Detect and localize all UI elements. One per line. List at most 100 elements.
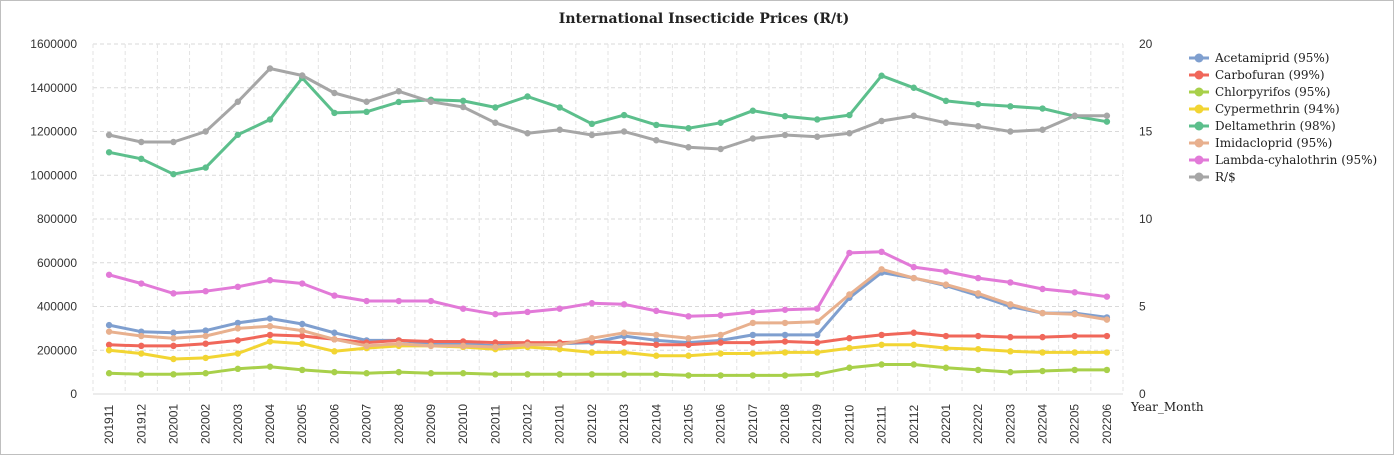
data-point bbox=[749, 135, 757, 142]
data-point bbox=[942, 268, 950, 275]
data-point bbox=[105, 370, 113, 377]
data-point bbox=[1007, 301, 1014, 308]
data-point bbox=[942, 364, 950, 371]
data-point bbox=[202, 370, 209, 377]
data-point bbox=[202, 340, 209, 347]
legend-item: Carbofuran (99%) bbox=[1189, 68, 1325, 82]
data-point bbox=[814, 371, 821, 378]
x-tick-label: 202109 bbox=[810, 404, 824, 444]
data-point bbox=[846, 130, 853, 137]
data-point bbox=[942, 281, 950, 288]
data-point bbox=[363, 342, 370, 350]
data-point bbox=[266, 322, 274, 330]
data-point bbox=[974, 100, 982, 108]
data-point bbox=[620, 329, 628, 336]
data-point bbox=[910, 84, 917, 91]
x-tick-label: 202111 bbox=[875, 405, 889, 444]
data-point bbox=[266, 277, 274, 284]
x-tick-label: 202004 bbox=[263, 404, 277, 444]
series-1 bbox=[105, 329, 1111, 350]
series-6 bbox=[105, 248, 1111, 320]
series-line bbox=[109, 363, 1107, 377]
data-point bbox=[814, 339, 821, 346]
data-point bbox=[717, 145, 724, 153]
y-tick-label: 600000 bbox=[37, 256, 77, 270]
x-tick-label: 202204 bbox=[1036, 404, 1050, 444]
data-point bbox=[910, 112, 917, 119]
data-point bbox=[138, 328, 145, 335]
data-point bbox=[781, 131, 789, 139]
x-tick-label: 202106 bbox=[714, 404, 728, 444]
data-point bbox=[395, 88, 402, 95]
data-point bbox=[588, 120, 596, 128]
series-line bbox=[108, 267, 1108, 349]
data-point bbox=[1071, 112, 1078, 119]
legend-label: Cypermethrin (94%) bbox=[1215, 102, 1340, 116]
y2-tick-label: 15 bbox=[1139, 125, 1153, 139]
data-point bbox=[524, 371, 531, 378]
data-point bbox=[942, 344, 950, 352]
data-point bbox=[749, 331, 757, 339]
data-point bbox=[492, 104, 499, 111]
data-point bbox=[1071, 310, 1078, 318]
data-point bbox=[653, 371, 660, 378]
legend: Acetamiprid (95%) Carbofuran (99%) Chlorpy… bbox=[1189, 51, 1377, 184]
data-point bbox=[234, 131, 242, 138]
legend-marker bbox=[1194, 121, 1204, 131]
y-tick-label: 0 bbox=[70, 387, 77, 401]
data-point bbox=[1103, 118, 1111, 125]
data-point bbox=[942, 97, 950, 105]
y2-tick-label: 0 bbox=[1139, 387, 1146, 401]
data-point bbox=[556, 126, 563, 133]
data-point bbox=[234, 319, 242, 327]
data-point bbox=[1071, 349, 1078, 356]
data-point bbox=[459, 305, 467, 312]
data-point bbox=[556, 341, 563, 348]
data-point bbox=[620, 301, 628, 308]
data-point bbox=[814, 331, 821, 339]
data-point bbox=[685, 372, 692, 379]
data-point bbox=[717, 350, 724, 357]
x-axis-title: Year_Month bbox=[1130, 400, 1204, 414]
data-point bbox=[878, 248, 885, 256]
data-point bbox=[588, 371, 596, 378]
data-point bbox=[717, 119, 724, 126]
data-point bbox=[749, 339, 757, 346]
data-point bbox=[492, 343, 499, 351]
data-point bbox=[524, 341, 531, 348]
data-point bbox=[331, 329, 338, 336]
data-point bbox=[299, 332, 306, 340]
data-point bbox=[878, 331, 885, 339]
data-point bbox=[1071, 289, 1078, 296]
series-line bbox=[108, 74, 1108, 176]
x-tick-label: 202001 bbox=[166, 404, 180, 444]
data-point bbox=[459, 97, 467, 105]
data-point bbox=[299, 280, 306, 287]
data-point bbox=[1007, 279, 1014, 286]
data-point bbox=[685, 313, 692, 320]
data-point bbox=[717, 331, 724, 339]
x-tick-label: 202105 bbox=[681, 404, 695, 444]
chart-title: International Insecticide Prices (R/t) bbox=[559, 11, 849, 27]
data-point bbox=[266, 338, 274, 345]
data-point bbox=[299, 366, 306, 374]
data-point bbox=[653, 137, 660, 144]
data-point bbox=[427, 342, 435, 350]
data-point bbox=[1007, 368, 1014, 376]
series-line bbox=[108, 67, 1107, 151]
data-point bbox=[1039, 285, 1046, 293]
data-point bbox=[1039, 333, 1046, 341]
legend-item: R/$ bbox=[1189, 170, 1236, 184]
x-tick-label: 202202 bbox=[971, 404, 985, 444]
data-point bbox=[814, 305, 821, 312]
data-point bbox=[653, 331, 660, 339]
data-point bbox=[1103, 112, 1111, 119]
data-point bbox=[202, 327, 209, 334]
data-point bbox=[588, 300, 596, 307]
legend-marker bbox=[1194, 172, 1204, 182]
data-point bbox=[395, 98, 402, 106]
data-point bbox=[814, 116, 821, 123]
data-point bbox=[202, 128, 209, 135]
data-point bbox=[556, 305, 563, 312]
x-tick-label: 202201 bbox=[939, 404, 953, 444]
